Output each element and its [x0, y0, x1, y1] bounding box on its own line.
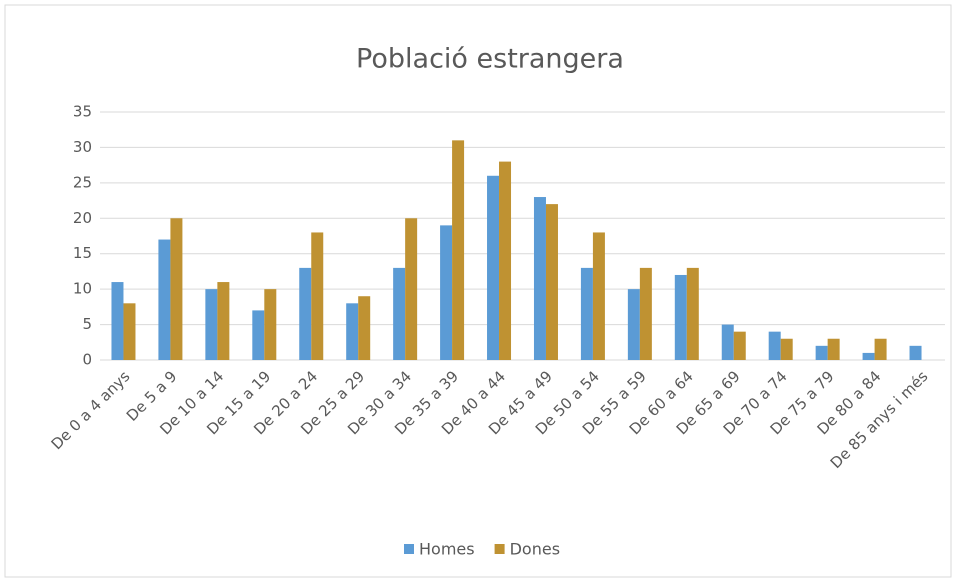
bar — [205, 289, 218, 360]
bar — [499, 161, 512, 360]
bar — [874, 338, 887, 360]
bar — [358, 296, 371, 360]
bar — [264, 289, 277, 360]
y-tick-label: 25 — [73, 173, 92, 191]
legend-swatch — [494, 544, 505, 554]
bar — [311, 232, 324, 360]
bar — [733, 331, 746, 360]
bar — [346, 303, 359, 360]
bar — [862, 352, 875, 360]
legend-swatch — [404, 544, 414, 554]
y-tick-label: 5 — [82, 315, 92, 333]
bar — [721, 324, 734, 360]
legend-label: Homes — [419, 540, 475, 559]
bar — [111, 282, 124, 360]
bar — [580, 267, 593, 360]
bar — [827, 338, 840, 360]
chart-border — [4, 4, 952, 578]
bar — [393, 267, 406, 360]
y-tick-label: 35 — [73, 103, 92, 121]
y-tick-label: 10 — [73, 280, 92, 298]
chart-title: Població estrangera — [356, 44, 624, 75]
bar — [627, 289, 640, 360]
bar — [545, 204, 558, 360]
bar — [170, 218, 183, 360]
bar — [686, 267, 699, 360]
bar — [780, 338, 793, 360]
bar — [533, 197, 546, 360]
bar — [217, 282, 230, 360]
bar — [909, 345, 922, 360]
bar — [123, 303, 136, 360]
bar — [440, 225, 453, 360]
bar — [405, 218, 418, 360]
y-tick-label: 0 — [82, 351, 92, 369]
bar — [299, 267, 312, 360]
bar — [452, 140, 465, 360]
legend-label: Dones — [510, 540, 560, 559]
bar — [487, 175, 500, 360]
bar — [252, 310, 265, 360]
bar — [674, 274, 687, 360]
bar — [768, 331, 781, 360]
y-tick-label: 15 — [73, 244, 92, 262]
bar — [815, 345, 828, 360]
bar — [592, 232, 605, 360]
bar — [158, 239, 171, 360]
y-tick-label: 30 — [73, 138, 92, 156]
y-tick-label: 20 — [73, 209, 92, 227]
bar — [639, 267, 652, 360]
